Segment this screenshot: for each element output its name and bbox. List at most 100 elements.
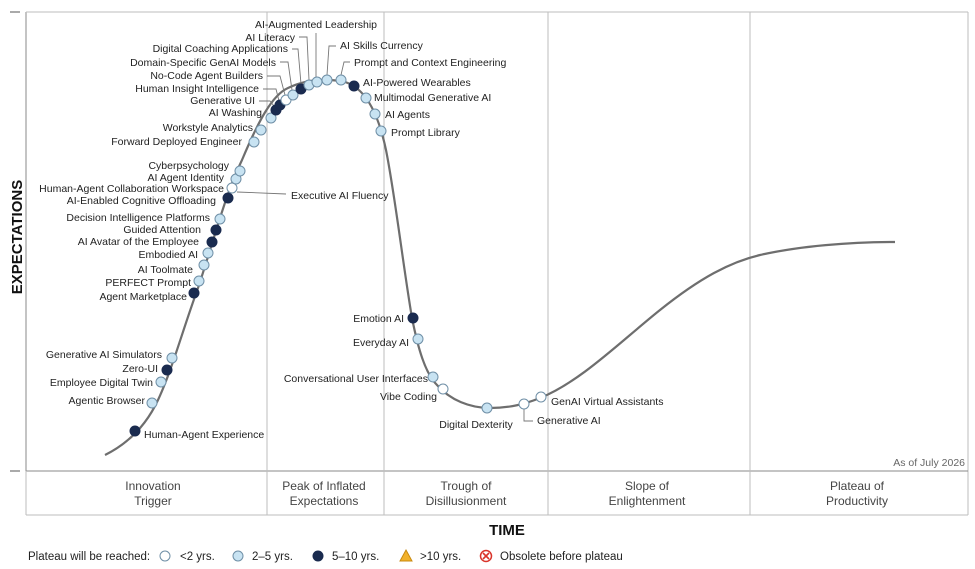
leader-line-generative-ui [259,100,275,107]
legend: Plateau will be reached: <2 yrs. 2–5 yrs.… [28,548,623,563]
leader-line-domain-specific-genai-models [280,61,293,91]
marker-genai-virtual-assistants [535,391,547,403]
phase-label-trough-of-disillusionment: Trough of Disillusionment [426,479,507,508]
marker-digital-dexterity [481,402,493,414]
marker-emotion-ai [407,312,419,324]
label-prompt-library: Prompt Library [391,127,461,139]
label-prompt-and-context-engineering: Prompt and Context Engineering [354,57,507,69]
marker-ai-avatar-of-the-employee [206,236,218,248]
phase-label-peak-of-inflated-expectations: Peak of Inflated Expectations [282,479,365,508]
label-emotion-ai: Emotion AI [353,313,404,325]
marker-agent-marketplace [188,287,200,299]
marker-agentic-browser [146,397,158,409]
label-executive-ai-fluency: Executive AI Fluency [291,190,389,202]
label-generative-ai: Generative AI [537,415,601,427]
marker-human-agent-experience [129,425,141,437]
marker-perfect-prompt [193,275,205,287]
leader-line-prompt-and-context-engineering [340,61,350,76]
marker-forward-deployed-engineer [248,136,260,148]
label-generative-ai-simulators: Generative AI Simulators [46,349,162,361]
marker-cyberpsychology [234,165,246,177]
label-conversational-user-interfaces: Conversational User Interfaces [284,373,428,385]
legend-label-5to10: 5–10 yrs. [332,551,379,563]
marker-prompt-library [375,125,387,137]
marker-ai-agents [369,108,381,120]
label-forward-deployed-engineer: Forward Deployed Engineer [111,136,242,148]
marker-workstyle-analytics [255,124,267,136]
label-ai-skills-currency: AI Skills Currency [340,40,424,52]
phase-label-slope-of-enlightenment: Slope of Enlightenment [609,479,686,508]
label-ai-avatar-of-the-employee: AI Avatar of the Employee [78,236,199,248]
label-employee-digital-twin: Employee Digital Twin [50,377,153,389]
legend-marker-gt10 [399,548,413,562]
marker-guided-attention [210,224,222,236]
marker-embodied-ai [202,247,214,259]
label-guided-attention: Guided Attention [123,224,201,236]
marker-ai-washing [265,112,277,124]
label-everyday-ai: Everyday AI [353,337,409,349]
marker-decision-intelligence-platforms [214,213,226,225]
marker-everyday-ai [412,333,424,345]
leader-line-ai-skills-currency [326,45,336,76]
label-no-code-agent-builders: No-Code Agent Builders [150,70,263,82]
marker-generative-ai-simulators [166,352,178,364]
marker-prompt-and-context-engineering [335,74,347,86]
marker-domain-specific-genai-models [287,89,299,101]
marker-human-agent-collaboration-workspace [226,182,238,194]
leader-line-ai-literacy [299,36,310,81]
leader-line-human-insight-intelligence [263,88,280,102]
technology-labels: Human-Agent Experience Agentic Browser Emp… [39,19,663,441]
marker-generative-ai [518,398,530,410]
label-ai-washing: AI Washing [209,107,262,119]
marker-ai-powered-wearables [348,80,360,92]
marker-vibe-coding [437,383,449,395]
legend-label-gt10: >10 yrs. [420,551,461,563]
label-zero-ui: Zero-UI [122,363,158,375]
label-ai-toolmate: AI Toolmate [138,264,193,276]
label-genai-virtual-assistants: GenAI Virtual Assistants [551,396,663,408]
marker-ai-toolmate [198,259,210,271]
label-digital-dexterity: Digital Dexterity [439,419,513,431]
label-ai-augmented-leadership: AI-Augmented Leadership [255,19,377,31]
legend-marker-2to5 [232,550,244,562]
label-ai-powered-wearables: AI-Powered Wearables [363,77,471,89]
marker-multimodal-generative-ai [360,92,372,104]
legend-marker-lt2 [159,550,171,562]
label-vibe-coding: Vibe Coding [380,391,437,403]
legend-label-2to5: 2–5 yrs. [252,551,293,563]
label-human-insight-intelligence: Human Insight Intelligence [135,83,259,95]
marker-conversational-user-interfaces [427,371,439,383]
label-domain-specific-genai-models: Domain-Specific GenAI Models [130,57,276,69]
marker-ai-augmented-leadership [311,76,323,88]
label-ai-agent-identity: AI Agent Identity [148,172,225,184]
label-cyberpsychology: Cyberpsychology [148,160,229,172]
legend-marker-obsolete [479,549,493,563]
label-human-agent-collaboration-workspace: Human-Agent Collaboration Workspace [39,183,224,195]
y-axis-title: EXPECTATIONS [9,180,26,294]
as-of-note: As of July 2026 [893,457,965,469]
label-ai-agents: AI Agents [385,109,430,121]
label-embodied-ai: Embodied AI [138,249,198,261]
phase-label-plateau-of-productivity: Plateau of Productivity [826,479,888,508]
marker-ai-skills-currency [321,74,333,86]
leader-line-generative-ai [523,409,533,422]
label-multimodal-generative-ai: Multimodal Generative AI [374,92,491,104]
marker-zero-ui [161,364,173,376]
phase-label-innovation-trigger: Innovation Trigger [125,479,180,508]
legend-marker-5to10 [312,550,324,562]
leader-line-executive-ai-fluency [236,191,287,195]
label-human-agent-experience: Human-Agent Experience [144,429,264,441]
label-decision-intelligence-platforms: Decision Intelligence Platforms [66,212,210,224]
label-perfect-prompt: PERFECT Prompt [105,277,191,289]
legend-label-lt2: <2 yrs. [180,551,215,563]
legend-label-obsolete: Obsolete before plateau [500,551,623,563]
label-agent-marketplace: Agent Marketplace [99,291,187,303]
label-agentic-browser: Agentic Browser [69,395,146,407]
label-generative-ui: Generative UI [190,95,255,107]
label-digital-coaching-applications: Digital Coaching Applications [153,43,288,55]
label-leader-lines [236,33,533,422]
marker-ai-enabled-cognitive-offloading [222,192,234,204]
label-workstyle-analytics: Workstyle Analytics [163,122,253,134]
phase-labels: Innovation Trigger Peak of Inflated Expecta… [125,479,888,508]
